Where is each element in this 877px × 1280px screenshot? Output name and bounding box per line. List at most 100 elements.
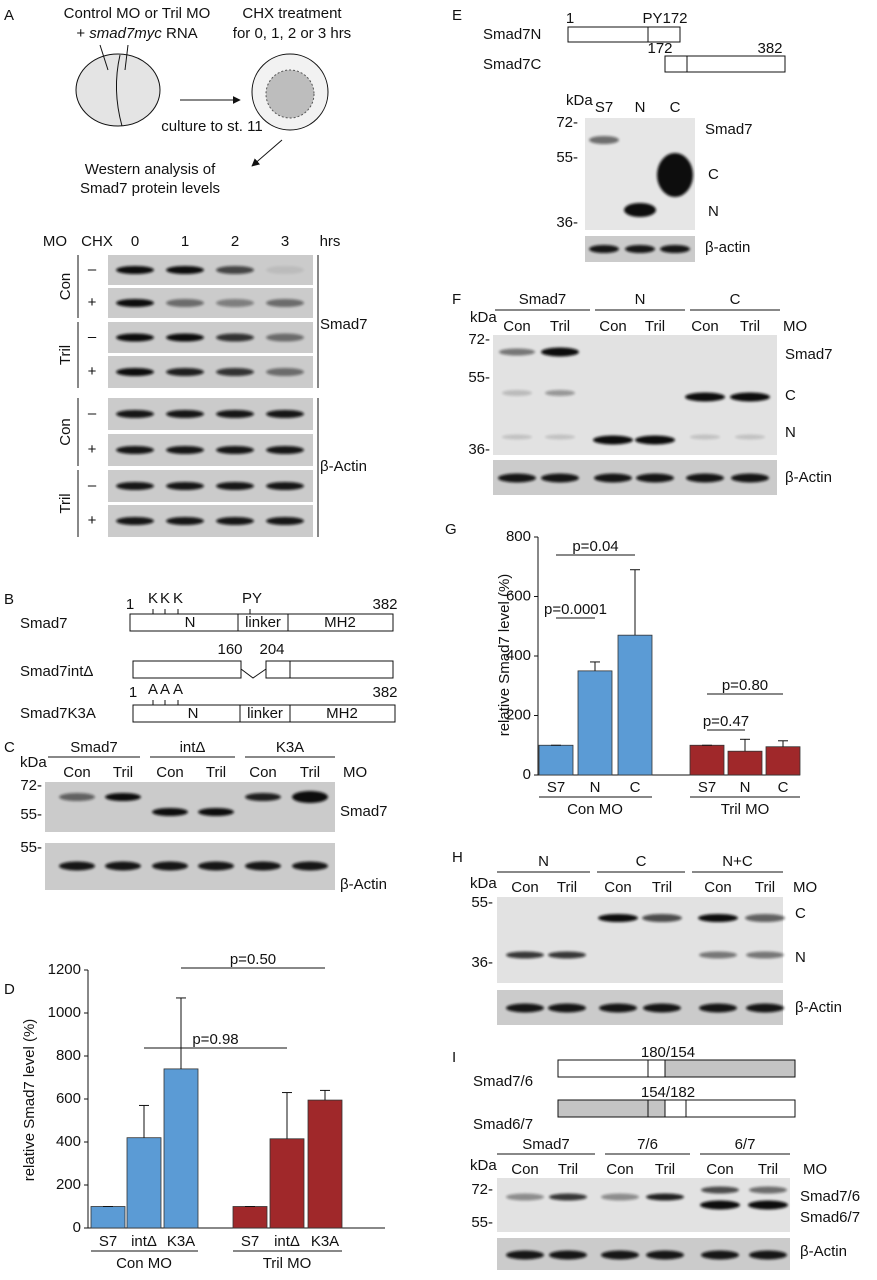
x-tick-label: N: [590, 779, 601, 796]
y-tick-label: 800: [56, 1047, 81, 1064]
label: –: [88, 328, 97, 345]
label: 72-: [556, 114, 578, 131]
label: 72-: [20, 777, 42, 794]
label: 6/7: [735, 1136, 756, 1153]
y-axis-label: relative Smad7 level (%): [21, 1019, 38, 1182]
label: Con: [503, 318, 531, 335]
label: N: [538, 853, 549, 870]
bar: [307, 1099, 343, 1229]
band: [701, 1186, 739, 1194]
label: Smad7: [785, 346, 833, 363]
band: [266, 446, 304, 454]
label: Tril: [755, 879, 775, 896]
band: [589, 245, 619, 253]
bar: [126, 1137, 162, 1229]
group-label: Tril MO: [721, 801, 770, 818]
band: [216, 368, 254, 376]
band: [166, 410, 204, 418]
label: Tril: [740, 318, 760, 335]
label: A: [173, 681, 183, 698]
band: [245, 861, 281, 871]
band: [266, 368, 304, 376]
band: [216, 482, 254, 490]
band: [699, 951, 737, 959]
label: Tril: [758, 1161, 778, 1178]
bar: [727, 750, 763, 776]
label: Tril: [300, 764, 320, 781]
label: Tril: [558, 1161, 578, 1178]
label: PY172: [642, 10, 687, 27]
band: [599, 1003, 637, 1013]
label: MH2: [326, 705, 358, 722]
band: [598, 914, 638, 922]
label: 55-: [471, 1214, 493, 1231]
label: Con: [606, 1161, 634, 1178]
band: [549, 1193, 587, 1201]
band: [166, 299, 204, 307]
label: 36-: [468, 441, 490, 458]
bar: [765, 746, 801, 776]
label: K: [173, 590, 183, 607]
label: Smad7N: [483, 26, 541, 43]
label: MO: [793, 879, 817, 896]
panel-letter: B: [4, 591, 14, 608]
label: Smad7: [522, 1136, 570, 1153]
label: kDa: [20, 754, 47, 771]
y-tick-label: 400: [56, 1133, 81, 1150]
label: 382: [757, 40, 782, 57]
label: 36-: [556, 214, 578, 231]
x-tick-label: intΔ: [274, 1233, 300, 1250]
bar: [269, 1138, 305, 1229]
y-tick-label: 600: [56, 1090, 81, 1107]
band: [545, 434, 575, 440]
band: [216, 333, 254, 342]
label: Smad7: [705, 121, 753, 138]
label: PY: [242, 590, 262, 607]
band: [636, 473, 674, 483]
band: [152, 808, 188, 816]
label: 72-: [468, 331, 490, 348]
annotation: p=0.0001: [544, 601, 607, 618]
label: Smad6/7: [800, 1209, 860, 1226]
annotation: p=0.50: [230, 951, 276, 968]
panel-letter: E: [452, 7, 462, 24]
label: Con: [604, 879, 632, 896]
band: [549, 1250, 587, 1260]
band: [116, 299, 154, 307]
x-tick-label: K3A: [311, 1233, 339, 1250]
band: [643, 1003, 681, 1013]
y-tick-label: 1000: [48, 1004, 81, 1021]
label: K3A: [276, 739, 304, 756]
label: A: [160, 681, 170, 698]
label: N: [708, 203, 719, 220]
band: [646, 1193, 684, 1201]
box: [664, 55, 786, 73]
rule: [251, 139, 283, 167]
label: C: [636, 853, 647, 870]
band: [541, 473, 579, 483]
label: N: [188, 705, 199, 722]
bar: [163, 1068, 199, 1229]
label: Smad7intΔ: [20, 663, 93, 680]
band: [116, 266, 154, 274]
label: MO: [43, 233, 67, 250]
band: [498, 473, 536, 483]
label: C: [785, 387, 796, 404]
label: Smad7: [340, 803, 388, 820]
bar: [90, 1206, 126, 1229]
label: Tril: [652, 879, 672, 896]
label: N: [185, 614, 196, 631]
band: [506, 1250, 544, 1260]
label: Control MO or Tril MO: [64, 5, 211, 22]
panel-letter: C: [4, 739, 15, 756]
label: –: [88, 261, 97, 278]
label: culture to st. 11: [161, 118, 262, 135]
band: [548, 951, 586, 959]
band: [685, 392, 725, 402]
y-tick-label: 400: [506, 647, 531, 664]
band: [660, 245, 690, 253]
label: 154/182: [641, 1084, 695, 1101]
band: [166, 368, 204, 376]
y-tick-label: 0: [523, 766, 531, 783]
